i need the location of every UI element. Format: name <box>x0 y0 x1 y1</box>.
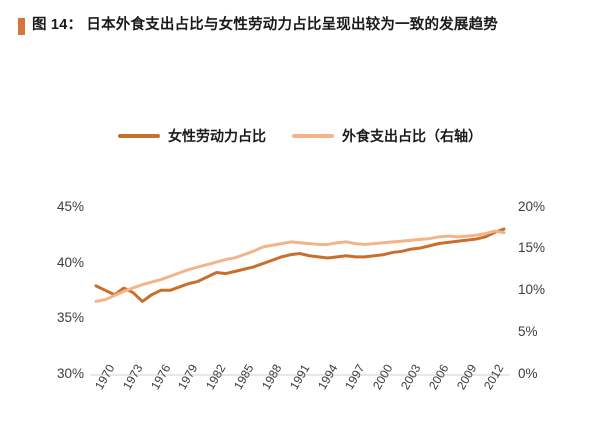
series-line-0 <box>94 227 506 303</box>
legend-swatch-female-labor <box>118 134 160 138</box>
chart-svg <box>90 227 510 376</box>
y-axis-left-tick-label: 40% <box>56 254 84 270</box>
legend-label-female-labor: 女性劳动力占比 <box>168 128 266 144</box>
series-line-1 <box>94 229 506 303</box>
chart-legend: 女性劳动力占比 外食支出占比（右轴） <box>0 126 600 146</box>
y-axis-right-tick-label: 15% <box>518 240 546 256</box>
y-axis-left-tick-label: 35% <box>56 310 84 326</box>
y-axis-right-tick-label: 20% <box>518 198 546 214</box>
chart-plot-area: 45% 40% 35% 30% 20% 15% 10% 5% 0% 1970 1973 1976 197… <box>0 160 600 446</box>
legend-item-dining-out: 外食支出占比（右轴） <box>292 126 482 146</box>
y-axis-left-tick-label: 30% <box>56 366 84 381</box>
y-axis-left-tick-label: 45% <box>56 198 84 214</box>
legend-swatch-dining-out <box>292 134 334 138</box>
legend-item-female-labor: 女性劳动力占比 <box>118 126 266 146</box>
y-axis-right-tick-label: 5% <box>518 324 538 340</box>
y-axis-right-tick-label: 10% <box>518 282 546 298</box>
legend-label-dining-out: 外食支出占比（右轴） <box>342 128 482 144</box>
figure-title-bar: 图 14： 日本外食支出占比与女性劳动力占比呈现出较为一致的发展趋势 <box>18 14 588 36</box>
title-marker-icon <box>18 18 25 35</box>
y-axis-right-tick-label: 0% <box>518 366 538 381</box>
page-title: 图 14： 日本外食支出占比与女性劳动力占比呈现出较为一致的发展趋势 <box>32 17 498 33</box>
